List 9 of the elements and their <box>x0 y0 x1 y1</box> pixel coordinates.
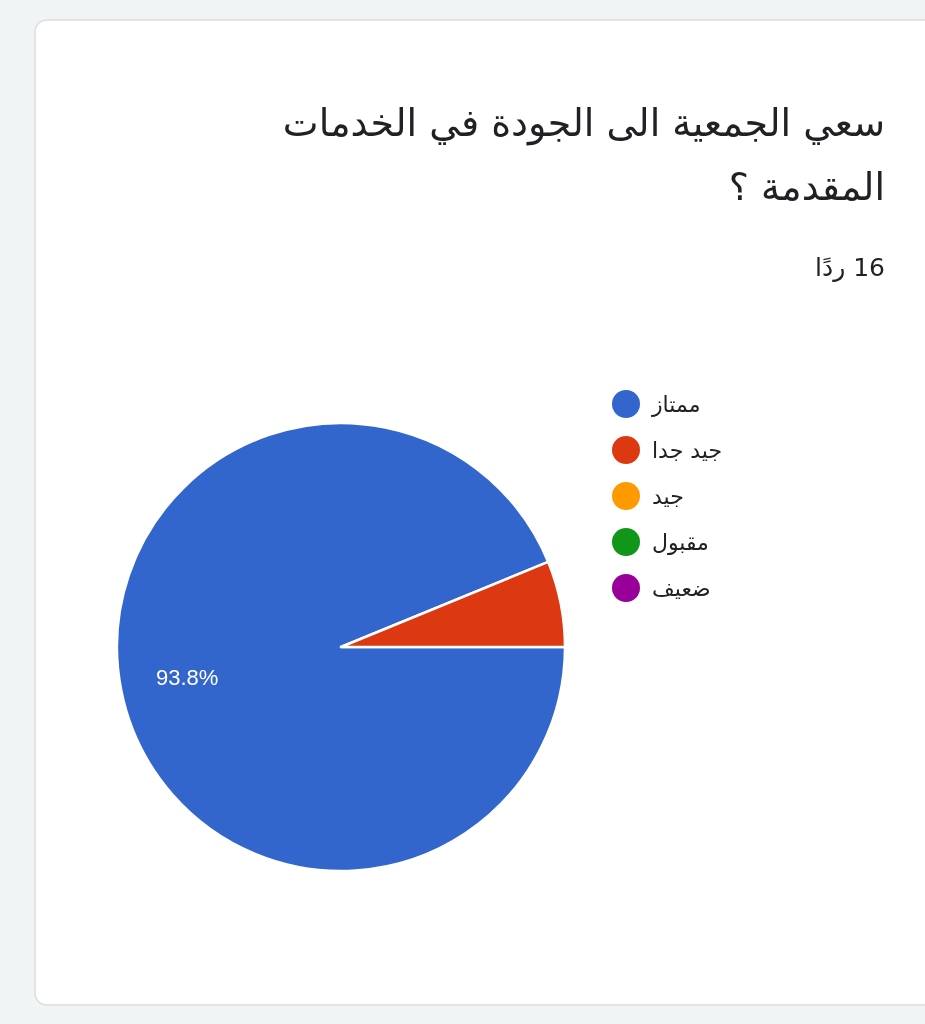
data-label: 93.8% <box>155 664 219 690</box>
legend-label: ممتاز <box>651 391 701 417</box>
chart-title: سعي الجمعية الى الجودة في الخدمات المقدمة ؟ <box>282 101 885 209</box>
pie-slice <box>116 421 567 873</box>
legend-label: جيد <box>652 483 684 509</box>
legend-label: جيد جدا <box>652 437 723 463</box>
legend-label: ضعيف <box>652 575 711 601</box>
legend-label: مقبول <box>652 529 709 555</box>
text: 16 ردًا <box>815 253 885 282</box>
